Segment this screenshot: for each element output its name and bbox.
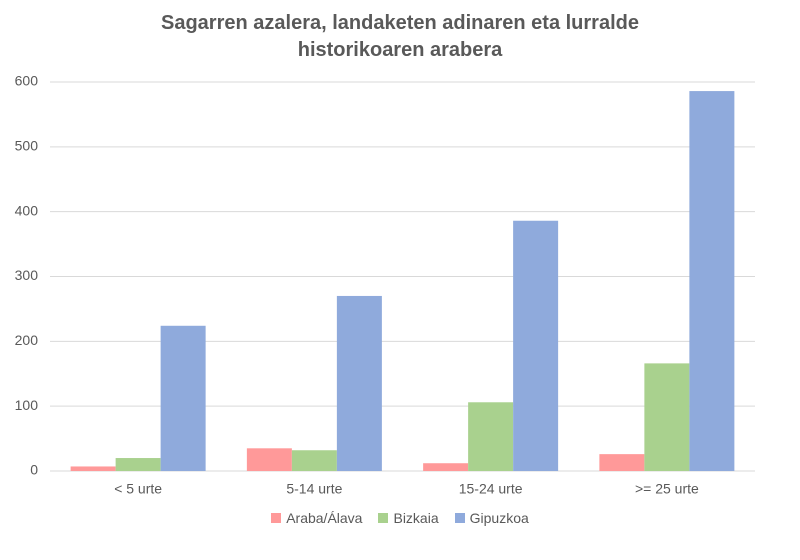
y-tick-label: 200 [15, 332, 39, 348]
y-tick-label: 300 [15, 267, 39, 283]
bar [513, 220, 559, 471]
bar [689, 91, 735, 472]
chart-title: Sagarren azalera, landaketen adinaren et… [161, 12, 639, 61]
bar [160, 325, 206, 471]
legend-swatch [271, 513, 282, 523]
x-tick-label: 5-14 urte [286, 481, 342, 497]
y-tick-label: 500 [15, 138, 39, 154]
bar [423, 463, 469, 471]
legend-item: Bizkaia [378, 510, 439, 526]
legend-label: Gipuzkoa [469, 510, 529, 526]
x-tick-label: >= 25 urte [635, 481, 699, 497]
y-tick-label: 600 [15, 73, 39, 89]
y-tick-label: 400 [15, 202, 39, 218]
bar [246, 448, 292, 471]
bar [599, 454, 645, 471]
legend-label: Araba/Álava [286, 510, 363, 526]
bar [115, 458, 161, 471]
legend-item: Gipuzkoa [454, 510, 529, 526]
bar [291, 450, 337, 471]
legend-item: Araba/Álava [271, 510, 362, 526]
x-tick-label: < 5 urte [114, 481, 162, 497]
bar [644, 363, 690, 471]
bar [336, 295, 382, 471]
legend-swatch [454, 513, 465, 523]
legend-swatch [378, 513, 389, 523]
legend: Araba/Álava Bizkaia Gipuzkoa [0, 510, 800, 526]
bar [70, 466, 116, 471]
y-tick-label: 100 [15, 397, 39, 413]
x-tick-label: 15-24 urte [459, 481, 523, 497]
y-tick-label: 0 [30, 462, 38, 478]
bar [468, 402, 514, 471]
legend-label: Bizkaia [393, 510, 439, 526]
